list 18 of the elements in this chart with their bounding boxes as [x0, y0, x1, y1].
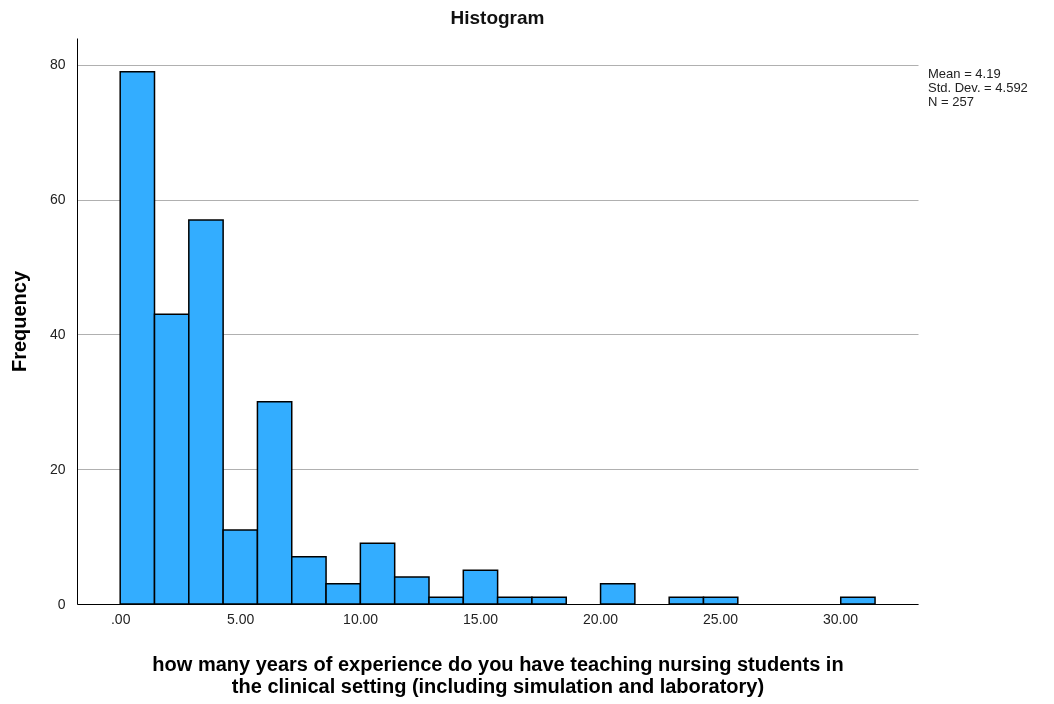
text: Mean = 4.19	[928, 66, 1001, 81]
x-tick-label: 20.00	[583, 610, 619, 627]
y-tick-label: 20	[49, 460, 66, 477]
text: Std. Dev. = 4.592	[928, 80, 1028, 95]
x-tick-label: 5.00	[227, 610, 255, 627]
x-axis-title: how many years of experience do you have teaching nursing students in the clinical setting (including simulation and laboratory)	[152, 652, 844, 697]
y-axis-title: Frequency	[7, 270, 30, 373]
x-tick-label: 25.00	[703, 610, 739, 627]
x-tick-label: 10.00	[343, 610, 379, 627]
x-tick-label: 15.00	[463, 610, 499, 627]
y-tick-label: 0	[57, 595, 66, 612]
y-tick-label: 80	[49, 56, 66, 73]
chart-title: Histogram	[450, 7, 545, 28]
x-tick-label: .00	[110, 610, 131, 627]
y-tick-label: 60	[49, 191, 66, 208]
x-tick-label: 30.00	[823, 610, 859, 627]
y-tick-label: 40	[49, 325, 66, 342]
text: N = 257	[928, 94, 974, 109]
